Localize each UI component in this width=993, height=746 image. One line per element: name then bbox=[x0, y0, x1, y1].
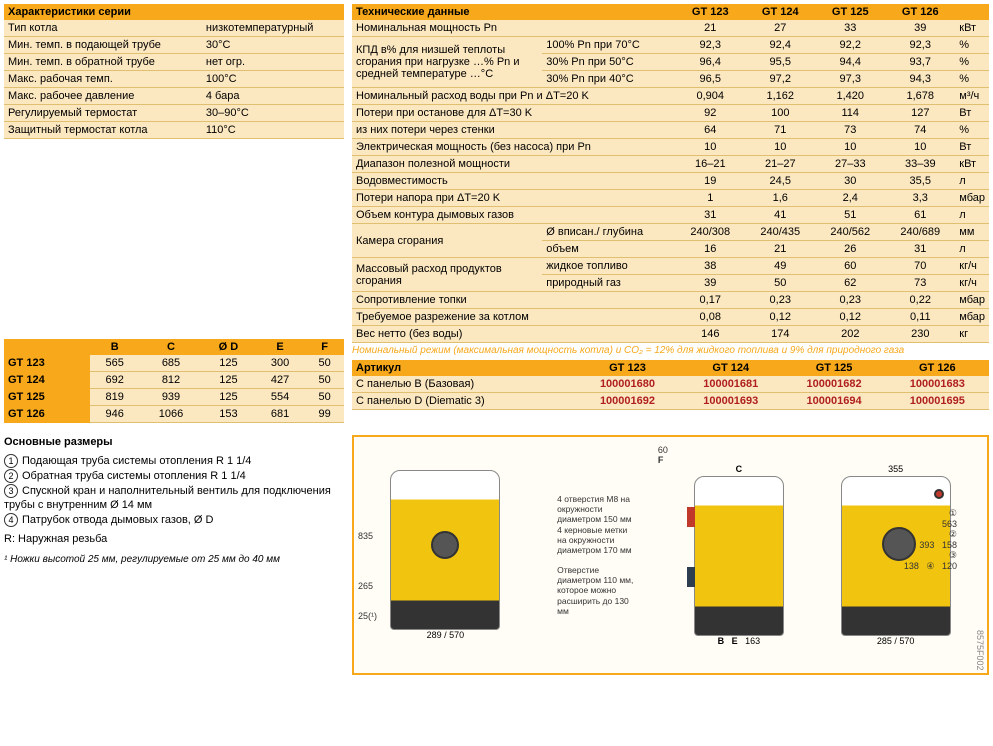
legend-item: 2Обратная труба системы отопления R 1 1/… bbox=[4, 469, 344, 484]
series-value: 30°C bbox=[202, 37, 344, 54]
articles-table: АртикулGT 123GT 124GT 125GT 126С панелью… bbox=[352, 360, 989, 410]
series-label: Макс. рабочая темп. bbox=[4, 71, 202, 88]
series-value: нет огр. bbox=[202, 54, 344, 71]
legend-item: 3Спускной кран и наполнительный вентиль … bbox=[4, 484, 344, 514]
boiler-front bbox=[390, 470, 500, 630]
series-value: 100°C bbox=[202, 71, 344, 88]
legend-item: 4Патрубок отвода дымовых газов, Ø D bbox=[4, 513, 344, 528]
series-label: Мин. темп. в обратной трубе bbox=[4, 54, 202, 71]
legend-title: Основные размеры bbox=[4, 435, 344, 450]
dims-table: BCØ DEFGT 12356568512530050GT 1246928121… bbox=[4, 339, 344, 423]
series-value: 4 бара bbox=[202, 88, 344, 105]
diag-note-center: Отверстие диаметром 110 мм, которое можн… bbox=[557, 565, 637, 616]
series-label: Тип котла bbox=[4, 20, 202, 37]
series-label: Макс. рабочее давление bbox=[4, 88, 202, 105]
series-label: Мин. темп. в подающей трубе bbox=[4, 37, 202, 54]
legend-item: 1Подающая труба системы отопления R 1 1/… bbox=[4, 454, 344, 469]
boiler-side bbox=[694, 476, 784, 636]
series-value: 110°C bbox=[202, 122, 344, 139]
diagram-ref: 8575F002 bbox=[975, 630, 985, 671]
legend: Основные размеры 1Подающая труба системы… bbox=[4, 435, 344, 675]
series-header: Характеристики серии bbox=[4, 4, 344, 20]
series-label: Защитный термостат котла bbox=[4, 122, 202, 139]
tech-note: Номинальный режим (максимальная мощность… bbox=[352, 343, 989, 358]
tech-table: Технические данныеGT 123GT 124GT 125GT 1… bbox=[352, 4, 989, 343]
series-label: Регулируемый термостат bbox=[4, 105, 202, 122]
series-value: 30–90°C bbox=[202, 105, 344, 122]
diag-note-left: 4 отверстия M8 на окружности диаметром 1… bbox=[557, 494, 637, 555]
series-value: низкотемпературный bbox=[202, 20, 344, 37]
legend-foot: ¹ Ножки высотой 25 мм, регулируемые от 2… bbox=[4, 553, 344, 567]
diagram: 289 / 570 4 отверстия M8 на окружности д… bbox=[352, 435, 989, 675]
series-table: Характеристики серии Тип котланизкотемпе… bbox=[4, 4, 344, 139]
legend-r: R: Наружная резьба bbox=[4, 532, 344, 547]
